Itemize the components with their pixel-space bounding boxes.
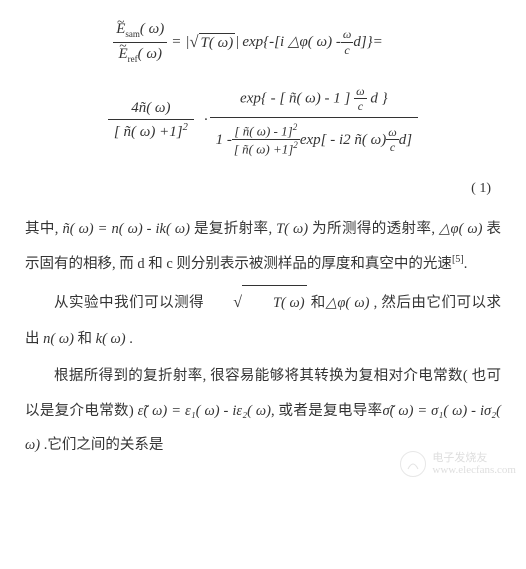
rd-fd: [ ñ( ω) +1] [234, 142, 293, 157]
equation-line-1: Esam( ω) Eref( ω) = | √T( ω) | exp{ -[i … [0, 20, 501, 65]
nested-frac: [ ñ( ω) - 1]2 [ ñ( ω) +1]2 [232, 122, 300, 157]
rn-exp: exp{ [240, 90, 267, 106]
p3-b: , 或者是复电导率 [271, 403, 382, 419]
left-big-frac: 4ñ( ω) [ ñ( ω) +1]2 [108, 97, 194, 143]
p1-b: 是复折射率, [190, 221, 276, 237]
watermark-logo-icon [400, 451, 426, 477]
p2-m4: k( ω) [96, 331, 126, 347]
p1-m2: T( ω) [276, 221, 308, 237]
watermark: 电子发烧友 www.elecfans.com [400, 451, 516, 477]
p2-m3: n( ω) [43, 331, 74, 347]
omega-3: ω [386, 125, 398, 140]
right-big-frac: exp{ - [ ñ( ω) - 1 ] ω c d } 1 - [ ñ( … [210, 80, 419, 162]
equation-block: Esam( ω) Eref( ω) = | √T( ω) | exp{ -[i … [25, 20, 501, 161]
rd-fn: [ ñ( ω) - 1] [234, 124, 292, 139]
p3-m1: ε̃( ω) = ε₁( ω) - iε₂( ω) [138, 403, 271, 419]
exp-close: }= [367, 33, 383, 51]
exp-body-a: -[i △φ( ω) - [269, 33, 341, 51]
c-3: c [386, 140, 398, 154]
exp-body-b: d] [353, 33, 366, 51]
equation-line-2: 4ñ( ω) [ ñ( ω) +1]2 · exp{ - [ ñ( ω) … [25, 80, 501, 162]
rd-a: 1 - [216, 131, 232, 149]
paragraph-2: 从实验中我们可以测得√T( ω) 和△φ( ω) , 然后由它们可以求出 n( … [25, 284, 501, 357]
p2-e: . [126, 331, 133, 347]
paragraph-3: 根据所得到的复折射率, 很容易能够将其转换为复相对介电常数( 也可以是复介电常数… [25, 359, 501, 463]
rd-c: d] [399, 131, 412, 149]
p3-c: .它们之间的关系是 [40, 437, 163, 453]
rn-close: } [382, 90, 388, 106]
equation-number: ( 1) [25, 181, 501, 197]
sqrt-body: T( ω) [199, 33, 236, 52]
omega-c-frac-2: ω c [354, 84, 366, 114]
c-2: c [354, 99, 366, 113]
rd-fn-sq: 2 [293, 122, 298, 132]
e-ref-sub: ref [128, 54, 138, 64]
p1-a: 其中, [25, 221, 62, 237]
omega-c-frac-1: ω c [341, 27, 353, 57]
p2-b: 和 [307, 295, 326, 311]
omega-1: ω [341, 27, 353, 42]
rd-b: exp[ - i2 ñ( ω) [300, 131, 386, 149]
watermark-chinese: 电子发烧友 [432, 452, 516, 464]
p1-c: 为所测得的透射率, [308, 221, 439, 237]
exp-open: exp{ [242, 33, 269, 51]
e-ref-sym: E [118, 46, 127, 62]
equals-1: = [171, 33, 181, 51]
rd-fd-sq: 2 [293, 140, 298, 150]
p2-m1a: T( ω) [242, 285, 307, 321]
omega-c-frac-3: ω c [386, 125, 398, 155]
paragraph-1: 其中, ñ( ω) = n( ω) - ik( ω) 是复折射率, T( ω)… [25, 212, 501, 282]
e-sam-arg: ( ω) [140, 21, 164, 37]
cdot: · [204, 111, 208, 129]
left-den-sq: 2 [183, 122, 188, 133]
abs-right: | [235, 33, 239, 51]
p2-sqrt: √T( ω) [204, 284, 306, 322]
e-sam-sym: E [116, 21, 125, 37]
lhs-fraction: Esam( ω) Eref( ω) [113, 20, 167, 65]
c-1: c [341, 43, 353, 57]
p1-ref: [5] [452, 254, 464, 265]
e-sam-sub: sam [125, 29, 140, 39]
p1-m1: ñ( ω) = n( ω) - ik( ω) [62, 221, 189, 237]
sqrt-t: √T( ω) [189, 32, 235, 52]
rn-b: d [370, 90, 378, 106]
p1-m3: △φ( ω) [439, 221, 483, 237]
left-num: 4ñ( ω) [108, 97, 194, 120]
watermark-url: www.elecfans.com [432, 464, 516, 476]
p2-m2: △φ( ω) [326, 295, 370, 311]
left-den-a: [ ñ( ω) +1] [114, 124, 183, 140]
rn-a: - [ ñ( ω) - 1 ] [271, 90, 355, 106]
e-ref-arg: ( ω) [138, 46, 162, 62]
omega-2: ω [354, 84, 366, 99]
p1-e: . [464, 256, 468, 272]
p2-a: 从实验中我们可以测得 [54, 295, 204, 311]
p2-d: 和 [74, 331, 96, 347]
